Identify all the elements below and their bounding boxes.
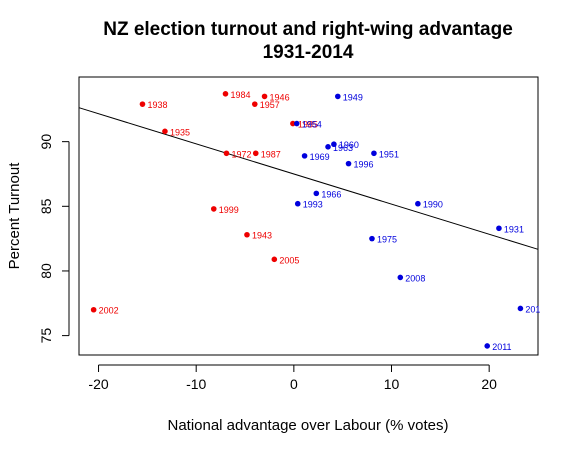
y-tick-label: 80	[38, 263, 54, 279]
point-label: 2005	[279, 255, 299, 265]
point-label: 1987	[261, 149, 281, 159]
point-label: 1943	[252, 231, 272, 241]
y-tick-label: 85	[38, 198, 54, 214]
point-label: 1951	[379, 149, 399, 159]
data-point	[90, 306, 97, 313]
point-label: 1954	[302, 120, 322, 130]
x-tick-label: 0	[290, 376, 298, 392]
x-axis-label: National advantage over Labour (% votes)	[167, 417, 448, 434]
point-label: 1985	[298, 120, 318, 130]
point-label: 1999	[219, 205, 239, 215]
data-point	[345, 160, 352, 167]
data-point	[484, 343, 491, 349]
data-point	[223, 150, 230, 157]
data-point	[517, 305, 524, 312]
data-point	[244, 231, 250, 238]
data-point	[331, 141, 337, 148]
data-point	[252, 150, 259, 157]
data-point	[293, 120, 300, 127]
trend-line-layer	[78, 107, 539, 250]
point-label: 1949	[343, 92, 363, 102]
y-tick-label: 90	[38, 134, 54, 150]
x-tick-label: -20	[88, 376, 108, 392]
point-label: 1960	[339, 140, 359, 150]
point-label: 1935	[170, 127, 190, 137]
chart-subtitle: 1931-2014	[263, 42, 354, 63]
data-point	[334, 93, 341, 100]
point-label: 1966	[321, 189, 341, 199]
data-point	[294, 200, 301, 207]
point-label: 1996	[354, 160, 374, 170]
data-point	[397, 274, 404, 281]
point-label: 1946	[270, 92, 290, 102]
data-point	[210, 206, 217, 212]
point-label: 1984	[230, 90, 250, 100]
point-label: 2011	[492, 342, 511, 352]
point-label: 1931	[504, 224, 524, 234]
data-point	[251, 101, 258, 107]
point-label: 1969	[310, 152, 330, 162]
point-label: 201	[525, 304, 540, 314]
data-point	[371, 150, 377, 157]
trend-line	[78, 107, 539, 250]
y-axis-label: Percent Turnout	[6, 162, 23, 270]
point-label: 1993	[303, 200, 323, 210]
data-point	[139, 101, 146, 107]
axes-layer: -20 -10 0 10 20 75 80 85 90	[38, 134, 497, 392]
chart-title: NZ election turnout and right-wing advan…	[103, 19, 513, 40]
data-point	[222, 91, 229, 97]
data-point	[496, 225, 502, 232]
data-point	[290, 120, 296, 127]
x-tick-label: -10	[186, 376, 206, 392]
points-layer: 1984 1946 1938 1957 1935 1972 1987 1999 1943 2005…	[90, 90, 540, 352]
point-label: 1972	[231, 149, 251, 159]
data-point	[415, 200, 421, 207]
data-point	[261, 93, 268, 100]
plot-frame	[78, 76, 539, 356]
x-tick-label: 20	[481, 376, 497, 392]
y-tick-label: 75	[38, 328, 54, 344]
point-label: 1975	[377, 235, 397, 245]
point-label: 1990	[423, 200, 443, 210]
point-label: 2002	[99, 306, 119, 316]
point-label: 1963	[333, 143, 353, 153]
data-point	[325, 144, 331, 150]
point-label: 1957	[260, 100, 280, 110]
point-label: 1938	[147, 100, 167, 110]
data-point	[369, 235, 375, 242]
data-point	[271, 256, 278, 263]
x-tick-label: 10	[384, 376, 400, 392]
point-label: 2008	[405, 273, 425, 283]
data-point	[301, 153, 308, 159]
data-point	[162, 128, 168, 135]
data-point	[313, 190, 320, 197]
